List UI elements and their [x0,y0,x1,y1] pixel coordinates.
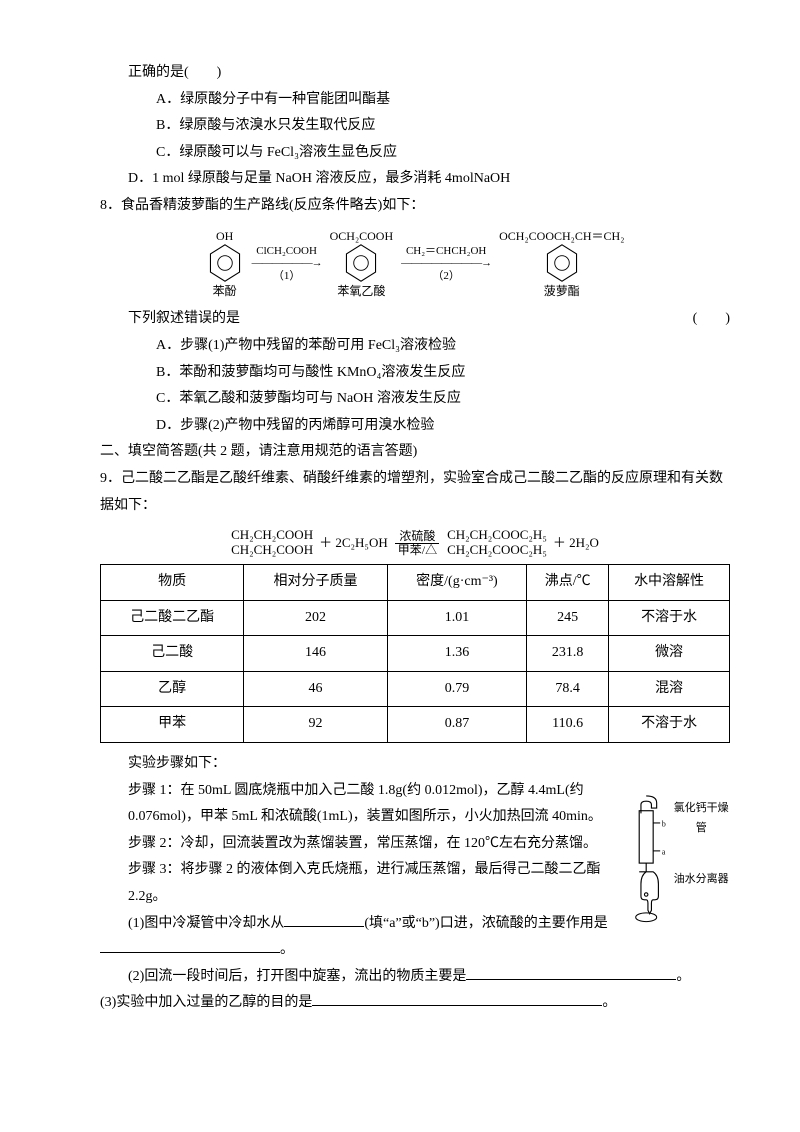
q9-step2: 步骤 2：冷却，回流装置改为蒸馏装置，常压蒸馏，在 120℃左右充分蒸馏。 [100,831,612,858]
benzene-icon [342,243,380,283]
q8-opt-c: C．苯氧乙酸和菠萝酯均可与 NaOH 溶液发生反应 [100,386,730,413]
q8-opt-d: D．步骤(2)产物中残留的丙烯醇可用溴水检验 [100,413,730,440]
th-1: 相对分子质量 [244,564,387,600]
th-2: 密度/(g·cm⁻³) [387,564,526,600]
r2-bot: 苯氧乙酸 [337,284,385,298]
arrow-1: ClCH₂COOH ――――――→ （1） [252,245,322,281]
q9-steps-title: 实验步骤如下： [100,751,730,778]
table-row: 己二酸1461.36231.8微溶 [101,636,730,672]
q9-step3: 步骤 3：将步骤 2 的液体倒入克氏烧瓶，进行减压蒸馏，最后得己二酸二乙酯2.2… [100,857,612,910]
q7-opt-c: C．绿原酸可以与 FeCl₃溶液生显色反应 [100,140,730,167]
r3-top: OCH₂COOCH₂CH＝CH₂ [499,229,624,243]
q7-opt-b: B．绿原酸与浓溴水只发生取代反应 [100,113,730,140]
apparatus-label-1: 氯化钙干燥管 [672,798,730,840]
q8-opt-b: B．苯酚和菠萝酯均可与酸性 KMnO₄溶液发生反应 [100,360,730,387]
q9-part2: (2)回流一段时间后，打开图中旋塞，流出的物质主要是。 [100,964,730,991]
apparatus-label-2: 油水分离器 [672,869,730,890]
apparatus-icon: b a [620,782,672,932]
section2-title: 二、填空简答题(共 2 题，请注意用规范的语言答题) [100,439,730,466]
svg-text:b: b [662,819,666,828]
reaction-condition: 浓硫酸 甲苯/△ [394,530,441,556]
svg-text:a: a [662,847,666,856]
table-row: 甲苯920.87110.6不溶于水 [101,707,730,743]
blank-input[interactable] [312,991,602,1006]
table-row: 己二酸二乙酯2021.01245不溶于水 [101,600,730,636]
q8-stem: 8．食品香精菠萝酯的生产路线(反应条件略去)如下： [100,193,730,220]
table-row: 乙醇460.7978.4混溶 [101,671,730,707]
q9-part1-blank2-row: 。 [100,937,730,964]
r1-bot: 苯酚 [213,284,237,298]
blank-input[interactable] [100,938,280,953]
q8-substem-row: 下列叙述错误的是 ( ) [100,306,730,333]
q9-formula: CH₂CH₂COOH CH₂CH₂COOH ＋ 2C₂H₅OH 浓硫酸 甲苯/△… [100,523,730,558]
q7-opt-d: D．1 mol 绿原酸与足量 NaOH 溶液反应，最多消耗 4molNaOH [100,166,730,193]
r2-top: OCH₂COOH [330,229,394,243]
q7-stem-tail: 正确的是( ) [100,60,730,87]
benzene-icon [206,243,244,283]
q8-opt-a: A．步骤(1)产物中残留的苯酚可用 FeCl₃溶液检验 [100,333,730,360]
th-3: 沸点/℃ [527,564,609,600]
q9-stem: 9．己二酸二乙酯是乙酸纤维素、硝酸纤维素的增塑剂，实验室合成己二酸二乙酯的反应原… [100,466,730,519]
r1-top: OH [216,229,233,243]
r3-bot: 菠萝酯 [544,284,580,298]
table-header-row: 物质 相对分子质量 密度/(g·cm⁻³) 沸点/℃ 水中溶解性 [101,564,730,600]
blank-input[interactable] [284,912,364,927]
q9-part1: (1)图中冷凝管中冷却水从(填“a”或“b”)口进，浓硫酸的主要作用是 [100,911,612,938]
q9-data-table: 物质 相对分子质量 密度/(g·cm⁻³) 沸点/℃ 水中溶解性 己二酸二乙酯2… [100,564,730,743]
benzene-icon [543,243,581,283]
q8-substem: 下列叙述错误的是 [128,311,240,326]
q8-paren: ( ) [693,306,730,333]
q7-opt-a: A．绿原酸分子中有一种官能团叫酯基 [100,87,730,114]
q9-part3: (3)实验中加入过量的乙醇的目的是。 [100,990,730,1017]
th-0: 物质 [101,564,244,600]
apparatus-figure: b a 氯化钙干燥管 油水分离器 [620,782,730,932]
arrow-2: CH₂＝CHCH₂OH ――――――――→ （2） [401,245,491,281]
th-4: 水中溶解性 [609,564,730,600]
blank-input[interactable] [466,965,676,980]
q8-reaction-scheme: OH 苯酚 ClCH₂COOH ――――――→ （1） OCH₂COOH 苯氧乙… [100,224,730,299]
q9-step1: 步骤 1：在 50mL 圆底烧瓶中加入己二酸 1.8g(约 0.012mol)，… [100,778,612,831]
